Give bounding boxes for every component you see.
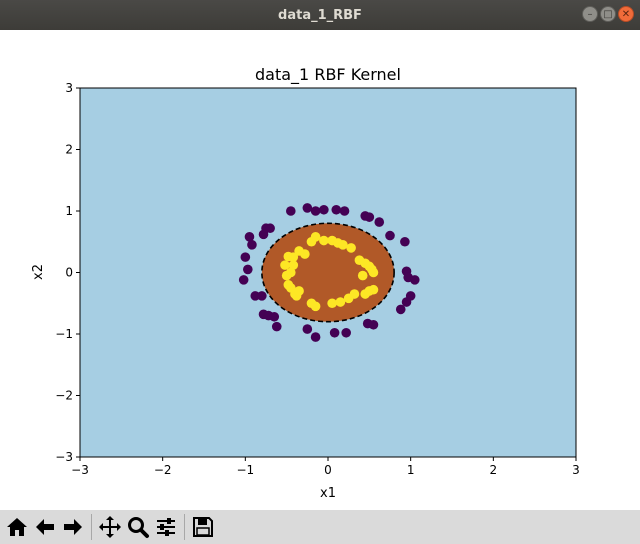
class-0-point (310, 206, 321, 216)
class-0-point (410, 275, 420, 285)
class-1-point (357, 270, 368, 281)
chart-title: data_1 RBF Kernel (255, 65, 401, 85)
y-tick-label: 0 (65, 266, 73, 280)
class-0-point (395, 304, 406, 315)
y-tick-label: −1 (55, 327, 73, 341)
class-0-point (401, 297, 412, 307)
class-0-point (385, 230, 395, 241)
class-0-point (257, 291, 267, 301)
class-0-point (240, 252, 251, 262)
class-1-point (294, 286, 304, 296)
class-0-point (310, 332, 321, 342)
class-1-point (310, 232, 321, 242)
navigation-toolbar (0, 510, 640, 544)
class-1-point (335, 297, 346, 307)
class-1-point (310, 301, 321, 312)
class-0-point (269, 311, 280, 322)
toolbar-separator (91, 514, 92, 540)
y-axis-label: x2 (31, 264, 46, 280)
back-icon[interactable] (31, 513, 59, 541)
save-icon[interactable] (189, 513, 217, 541)
class-1-point (349, 289, 360, 299)
class-1-point (280, 260, 290, 270)
class-0-point (341, 327, 351, 338)
class-1-point (281, 270, 292, 281)
close-icon[interactable]: ✕ (618, 6, 634, 22)
class-0-point (238, 275, 249, 285)
x-axis-label: x1 (320, 486, 336, 501)
class-1-point (346, 243, 356, 253)
x-tick-label: −2 (154, 463, 172, 477)
class-1-point (368, 284, 379, 295)
class-0-point (265, 223, 275, 234)
class-0-point (302, 324, 313, 334)
class-0-point (286, 206, 296, 216)
x-tick-label: 2 (490, 463, 498, 477)
decision-boundary (261, 222, 395, 323)
zoom-icon[interactable] (124, 513, 152, 541)
toolbar-separator (184, 514, 185, 540)
y-tick-label: 3 (65, 81, 73, 95)
class-1-point (294, 246, 304, 256)
minimize-icon[interactable]: – (582, 6, 598, 22)
class-0-point (247, 240, 257, 250)
forward-icon[interactable] (59, 513, 87, 541)
maximize-icon[interactable]: □ (600, 6, 616, 22)
class-0-point (374, 217, 385, 227)
class-0-point (258, 229, 269, 240)
class-0-point (244, 232, 255, 242)
class-0-point (368, 319, 379, 330)
x-tick-label: −1 (236, 463, 254, 477)
pan-icon[interactable] (96, 513, 124, 541)
class-0-point (364, 212, 375, 222)
class-0-point (271, 321, 282, 332)
y-tick-label: −2 (55, 389, 73, 403)
class-1-point (327, 298, 337, 309)
class-0-point (331, 204, 342, 215)
y-tick-label: −3 (55, 450, 73, 464)
y-tick-label: 2 (65, 143, 73, 157)
class-0-point (302, 203, 313, 213)
configure-subplots-icon[interactable] (152, 513, 180, 541)
class-0-point (339, 206, 350, 216)
x-tick-label: 0 (324, 463, 332, 477)
chart: data_1 RBF Kernel −3 −2 −1 0 1 2 3 −3 −2 −1 0 1 2 3 x… (31, 65, 580, 501)
class-1-point (368, 267, 379, 278)
class-1-point (288, 260, 299, 270)
x-tick-label: 1 (407, 463, 415, 477)
x-tick-label: −3 (71, 463, 89, 477)
home-icon[interactable] (3, 513, 31, 541)
x-tick-label: 3 (572, 463, 580, 477)
y-tick-label: 1 (65, 204, 73, 218)
class-0-point (250, 291, 261, 301)
figure-canvas[interactable]: data_1 RBF Kernel −3 −2 −1 0 1 2 3 −3 −2 −1 0 1 2 3 x… (0, 30, 640, 510)
class-1-point (288, 252, 299, 262)
window-title: data_1_RBF (278, 7, 362, 23)
class-0-point (319, 204, 329, 215)
window-controls: – □ ✕ (582, 6, 634, 22)
class-1-point (338, 240, 348, 250)
class-1-point (319, 235, 329, 246)
title-bar: data_1_RBF – □ ✕ (0, 0, 640, 30)
class-0-point (400, 236, 410, 247)
class-0-point (329, 327, 340, 338)
class-0-point (243, 264, 253, 275)
